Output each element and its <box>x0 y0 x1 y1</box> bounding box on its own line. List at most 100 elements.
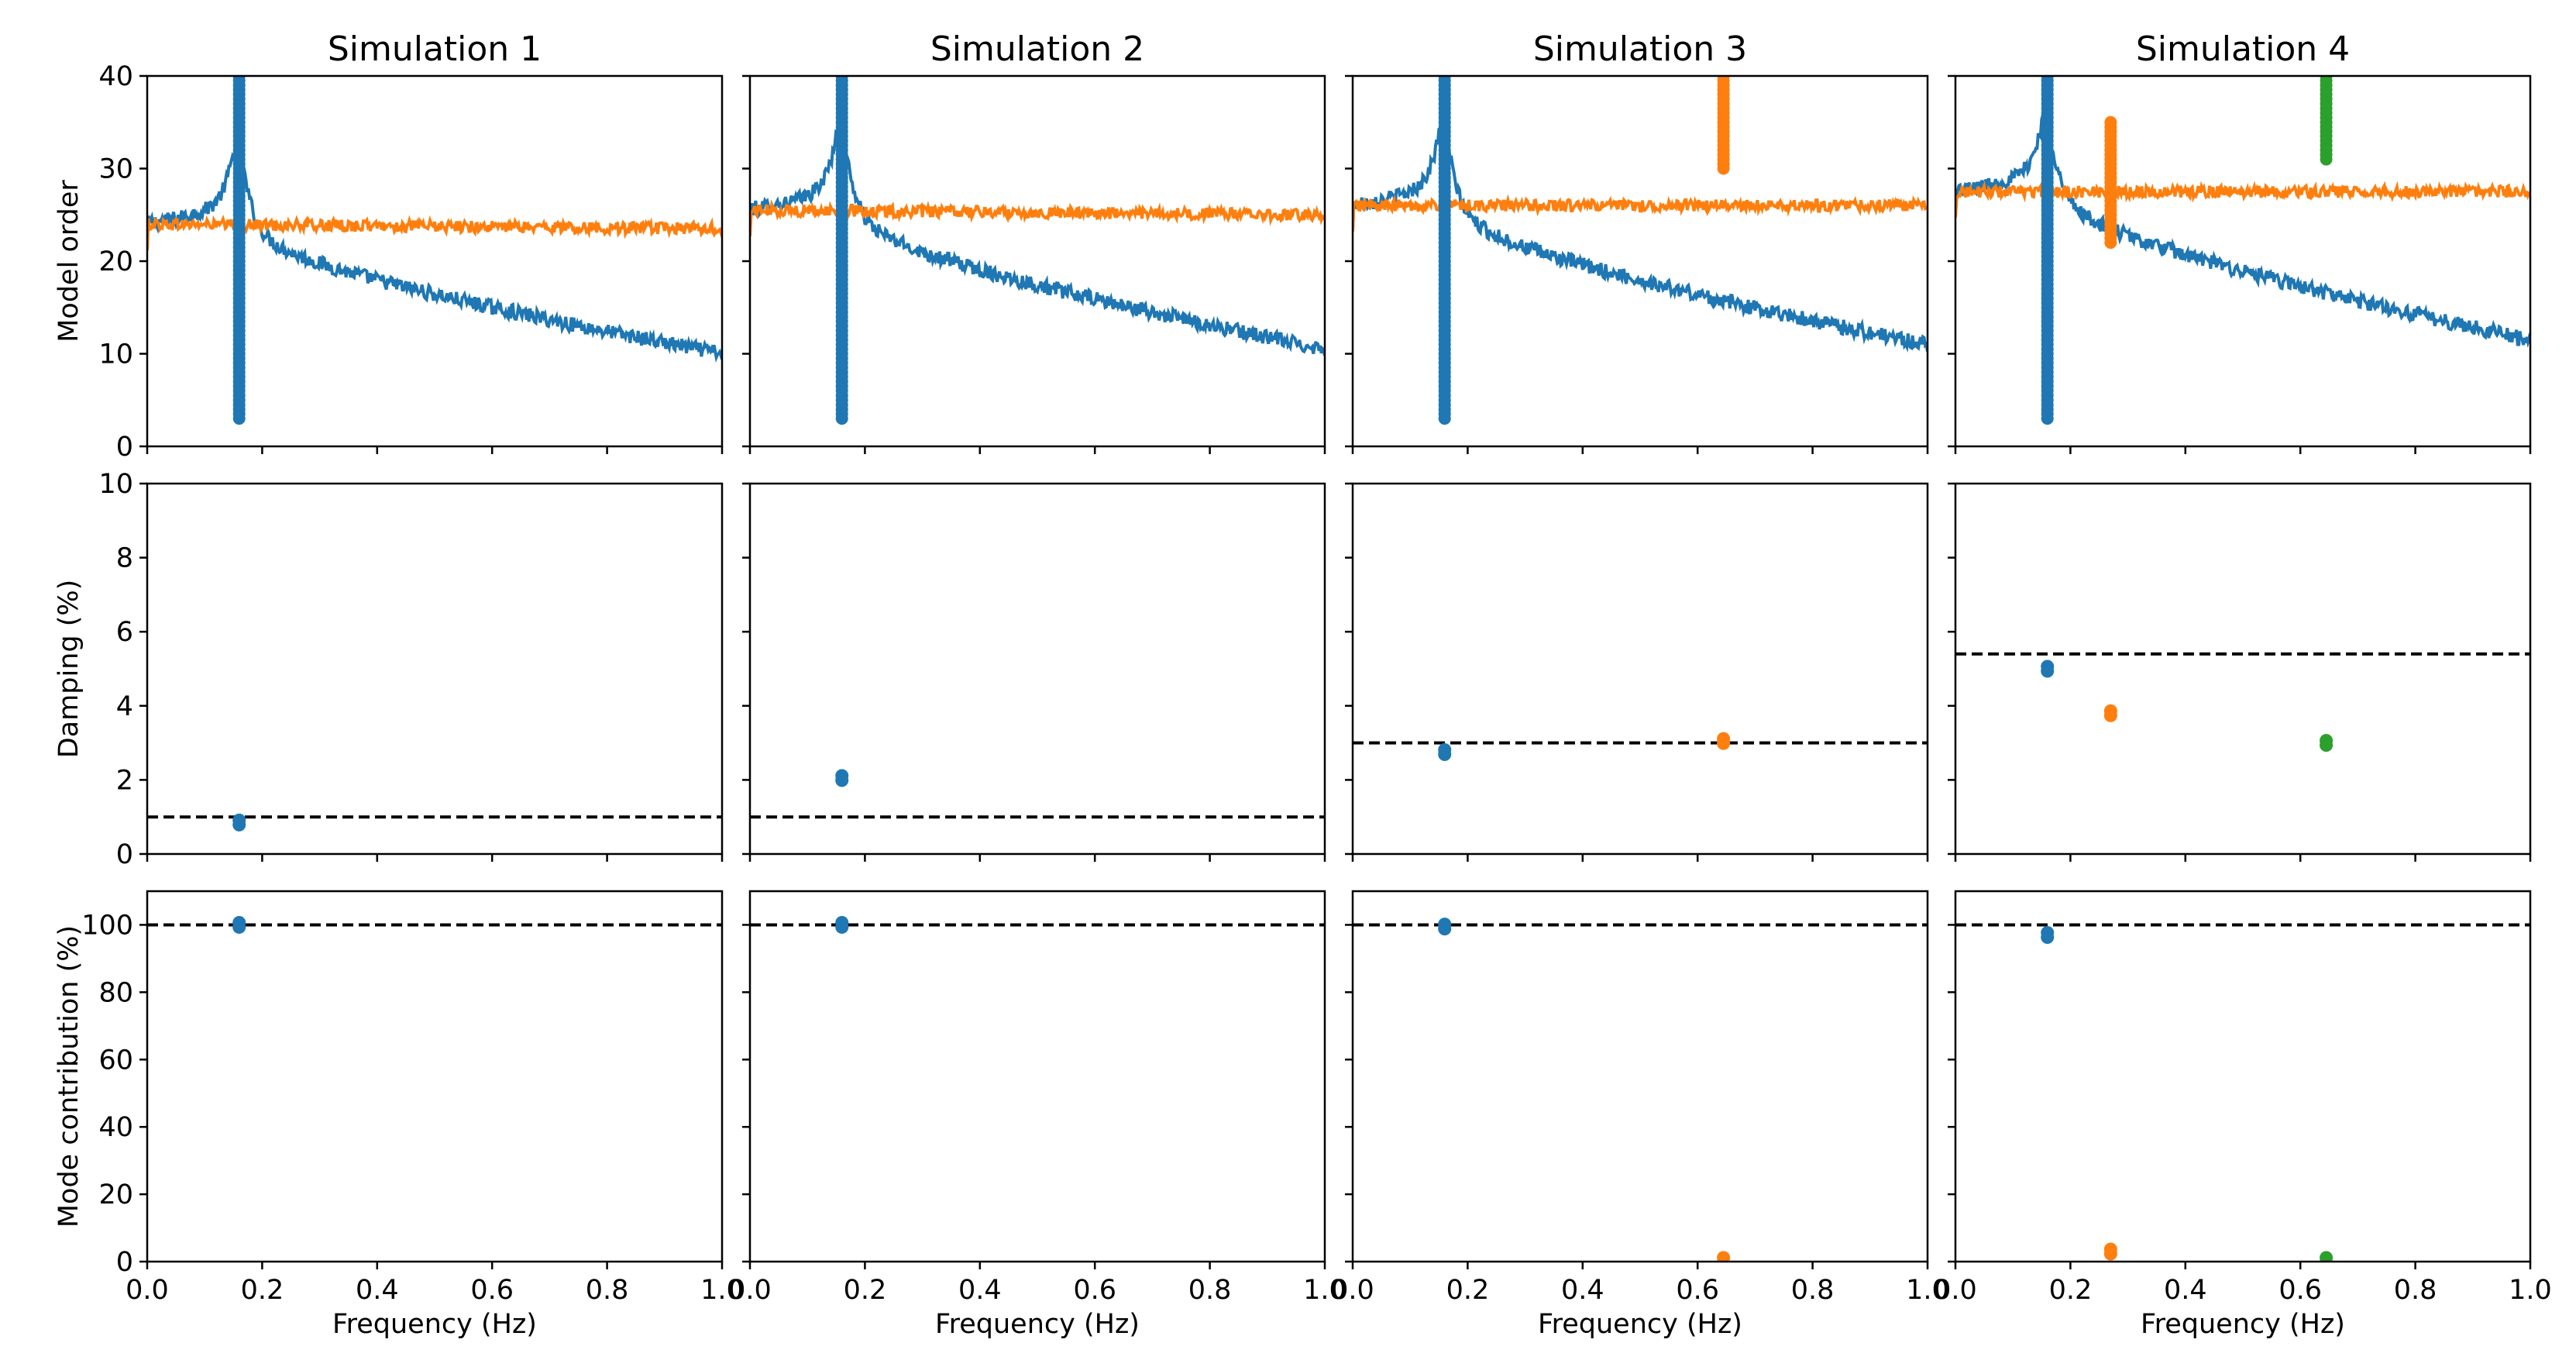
x-tick-label: 0.0 <box>1331 1275 1374 1306</box>
data-point-orange <box>1717 736 1731 750</box>
x-tick-label: 0.2 <box>844 1275 887 1306</box>
x-tick-label: 0.8 <box>2394 1275 2437 1306</box>
y-tick-label: 100 <box>81 910 133 941</box>
plot-area <box>1353 76 1928 425</box>
y-tick-label: 10 <box>98 339 133 370</box>
x-tick-label: 0.0 <box>728 1275 772 1306</box>
y-tick-label: 10 <box>98 469 133 500</box>
x-tick-label: 1.0 <box>2509 1275 2552 1306</box>
x-tick-label: 0.2 <box>241 1275 284 1306</box>
y-tick-label: 4 <box>116 691 133 722</box>
data-point-blue <box>1438 922 1452 936</box>
plot-area <box>1955 923 2530 1262</box>
y-axis-label: Model order <box>53 180 84 343</box>
plot-area <box>147 76 722 425</box>
panel-title: Simulation 2 <box>930 29 1144 69</box>
y-tick-label: 6 <box>116 617 133 648</box>
x-axis-label: Frequency (Hz) <box>935 1309 1140 1340</box>
plot-area <box>1353 732 1928 762</box>
panel-title: Simulation 3 <box>1533 29 1747 69</box>
y-tick-label: 0 <box>116 839 133 870</box>
pole-marker-orange <box>1717 76 1730 82</box>
data-point-blue <box>1438 748 1452 762</box>
panel-damping-4 <box>1948 482 2532 862</box>
data-point-blue <box>232 920 246 934</box>
plot-area <box>147 813 722 832</box>
axes-frame <box>748 890 1326 1263</box>
panel-title: Simulation 4 <box>2136 29 2350 69</box>
data-point-blue <box>2041 930 2055 944</box>
x-axis-label: Frequency (Hz) <box>1538 1309 1742 1340</box>
axes-frame <box>1351 482 1929 856</box>
data-point-blue <box>232 818 246 832</box>
panel-stabilization-3 <box>1345 74 1929 454</box>
axes-frame <box>146 890 724 1263</box>
x-tick-label: 0.4 <box>356 1275 399 1306</box>
y-tick-label: 0 <box>116 432 133 463</box>
y-tick-label: 40 <box>98 61 133 92</box>
plot-area <box>1955 652 2530 752</box>
data-point-blue <box>835 920 849 934</box>
x-tick-label: 0.6 <box>2279 1275 2322 1306</box>
y-tick-label: 30 <box>98 154 133 185</box>
plot-area <box>750 769 1325 819</box>
x-axis-label: Frequency (Hz) <box>332 1309 537 1340</box>
panel-contribution-1: 0 20 40 60 80 100 0.0 0.2 0.4 0.6 0.8 1.0 Mode contr… <box>53 890 744 1306</box>
panel-damping-3 <box>1345 482 1929 862</box>
axes-frame <box>1954 890 2532 1263</box>
y-tick-label: 40 <box>98 1112 133 1143</box>
plot-area <box>750 915 1325 934</box>
x-tick-label: 0.8 <box>1791 1275 1835 1306</box>
data-point-green <box>2320 739 2334 752</box>
panel-contribution-3: 0.0 0.2 0.4 0.6 0.8 1.0 <box>1331 890 1949 1306</box>
y-axis-label: Damping (%) <box>53 580 84 759</box>
pole-marker-blue <box>232 76 246 82</box>
x-tick-label: 0.6 <box>1676 1275 1719 1306</box>
x-tick-label: 0.6 <box>1073 1275 1116 1306</box>
data-point-orange <box>2103 708 2117 722</box>
x-tick-label: 0.4 <box>958 1275 1002 1306</box>
plot-area <box>1955 76 2530 425</box>
pole-marker-blue <box>835 76 848 82</box>
panel-title: Simulation 1 <box>328 29 542 69</box>
x-tick-label: 0.0 <box>126 1275 169 1306</box>
axes-frame <box>146 482 724 856</box>
x-tick-label: 0.6 <box>470 1275 514 1306</box>
y-tick-label: 2 <box>116 765 133 796</box>
data-point-green <box>2320 1255 2334 1262</box>
x-axis-label: Frequency (Hz) <box>2141 1309 2345 1340</box>
panel-stabilization-2 <box>742 74 1326 454</box>
x-tick-label: 0.4 <box>1561 1275 1604 1306</box>
axes-frame <box>1954 482 2532 856</box>
panel-contribution-4: 0.0 0.2 0.4 0.6 0.8 1.0 <box>1934 890 2552 1306</box>
y-tick-label: 20 <box>98 246 133 277</box>
panel-damping-1: 0 2 4 6 8 10 Damping (%) <box>53 469 724 870</box>
panel-contribution-2: 0.0 0.2 0.4 0.6 0.8 1.0 <box>728 890 1346 1306</box>
pole-marker-blue <box>1438 76 1451 82</box>
y-tick-label: 8 <box>116 543 133 574</box>
panel-stabilization-1: 0 10 20 30 40 Model order <box>53 61 724 463</box>
pole-marker-blue <box>2041 76 2054 82</box>
data-point-blue <box>2041 664 2055 678</box>
axes-frame <box>748 482 1326 856</box>
panel-damping-2 <box>742 482 1326 862</box>
x-tick-label: 0.0 <box>1934 1275 1977 1306</box>
x-tick-label: 0.2 <box>1446 1275 1490 1306</box>
x-tick-label: 1.0 <box>700 1275 744 1306</box>
x-tick-label: 0.4 <box>2164 1275 2207 1306</box>
y-tick-label: 80 <box>98 977 133 1008</box>
plot-area <box>147 915 722 934</box>
y-axis-label: Mode contribution (%) <box>53 925 84 1228</box>
x-tick-label: 0.8 <box>586 1275 629 1306</box>
data-point-orange <box>2103 1247 2117 1261</box>
panel-stabilization-4 <box>1948 74 2532 454</box>
x-tick-label: 1.0 <box>1303 1275 1346 1306</box>
y-tick-label: 60 <box>98 1045 133 1076</box>
plot-area <box>1353 918 1928 1262</box>
data-point-blue <box>835 773 849 787</box>
axes-frame <box>1351 890 1929 1263</box>
y-tick-label: 20 <box>98 1179 133 1210</box>
pole-marker-green <box>2320 76 2333 82</box>
y-tick-label: 0 <box>116 1247 133 1278</box>
